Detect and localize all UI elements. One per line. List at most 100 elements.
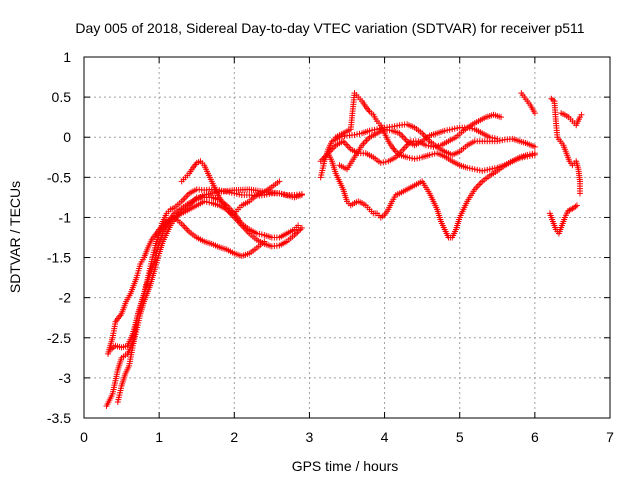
data-point (258, 231, 265, 238)
data-point (451, 125, 458, 132)
x-axis-label: GPS time / hours (292, 458, 399, 474)
data-point (464, 124, 471, 131)
data-point (430, 143, 437, 150)
data-point (529, 150, 536, 157)
data-point (354, 131, 361, 138)
y-axis-label: SDTVAR / TECUs (7, 181, 23, 293)
data-point (479, 167, 486, 174)
x-tick-label: 5 (456, 429, 464, 445)
data-point (531, 110, 538, 117)
data-point (469, 165, 476, 172)
y-tick-label: 0 (63, 129, 71, 145)
y-tick-label: -0.5 (47, 169, 71, 185)
data-point (377, 159, 384, 166)
data-point (253, 230, 260, 237)
x-tick-label: 2 (230, 429, 238, 445)
data-point (382, 158, 389, 165)
series-track-12 (518, 90, 538, 117)
x-tick-label: 7 (606, 429, 614, 445)
data-point (406, 154, 413, 161)
data-point (394, 122, 401, 129)
data-point (481, 167, 488, 174)
data-point (416, 154, 423, 161)
data-point (499, 137, 506, 144)
data-point (489, 134, 496, 141)
data-point (414, 155, 421, 162)
data-point (446, 126, 453, 133)
data-point (576, 190, 583, 197)
data-point (486, 134, 493, 141)
chart-title: Day 005 of 2018, Sidereal Day-to-day VTE… (75, 20, 584, 36)
series-track-11 (336, 124, 501, 173)
data-point (369, 127, 376, 134)
data-point (276, 178, 283, 185)
data-point (391, 123, 398, 130)
plot-frame (83, 56, 611, 419)
data-point (371, 126, 378, 133)
data-point (486, 166, 493, 173)
plot-border (83, 56, 611, 419)
data-point (206, 199, 213, 206)
data-point (471, 166, 478, 173)
x-tick-label: 4 (381, 429, 389, 445)
data-point (427, 143, 434, 150)
data-point (489, 165, 496, 172)
y-tick-label: 0.5 (52, 89, 72, 105)
x-tick-label: 6 (531, 429, 539, 445)
y-tick-label: -2 (59, 290, 72, 306)
data-point (295, 222, 302, 229)
data-point (409, 155, 416, 162)
data-point (432, 143, 439, 150)
series-track-14 (546, 202, 580, 237)
data-point (491, 135, 498, 142)
data-point (404, 154, 411, 161)
data-point (256, 231, 263, 238)
grid-lines (84, 57, 610, 418)
y-tick-label: -1.5 (47, 250, 71, 266)
series-track-5 (178, 158, 283, 217)
data-point (476, 167, 483, 174)
data-point (298, 224, 305, 231)
data-point (464, 164, 471, 171)
x-tick-label: 1 (155, 429, 163, 445)
data-point (261, 238, 268, 245)
data-point (351, 131, 358, 138)
data-point (236, 191, 243, 198)
data-point (484, 166, 491, 173)
data-point (356, 130, 363, 137)
x-tick-label: 0 (80, 429, 88, 445)
data-point (429, 151, 436, 158)
series-track-4 (114, 194, 302, 405)
data-point (411, 155, 418, 162)
data-point (435, 142, 442, 149)
data-point (381, 126, 388, 133)
data-point (526, 151, 533, 158)
data-point (386, 127, 393, 134)
data-point (469, 125, 476, 132)
data-point (524, 151, 531, 158)
data-point (366, 127, 373, 134)
series-track-13 (548, 95, 583, 197)
data-point (444, 127, 451, 134)
x-tick-label: 3 (306, 429, 314, 445)
series-track-6 (156, 186, 305, 237)
data-point (384, 126, 391, 133)
data-point (466, 125, 473, 132)
data-point (454, 125, 461, 132)
y-tick-label: -3.5 (47, 410, 71, 426)
data-points (103, 90, 585, 409)
data-point (531, 150, 538, 157)
data-point (573, 202, 580, 209)
data-point (426, 151, 433, 158)
y-tick-label: -3 (59, 370, 72, 386)
series-track-2 (105, 214, 268, 357)
data-point (298, 191, 305, 198)
y-tick-labels: 1 0.5 0 -0.5 -1 -1.5 -2 -2.5 -3 -3.5 (47, 49, 71, 426)
x-tick-labels: 0 1 2 3 4 5 6 7 (80, 429, 614, 445)
data-point (441, 127, 448, 134)
data-point (491, 165, 498, 172)
data-point (466, 165, 473, 172)
